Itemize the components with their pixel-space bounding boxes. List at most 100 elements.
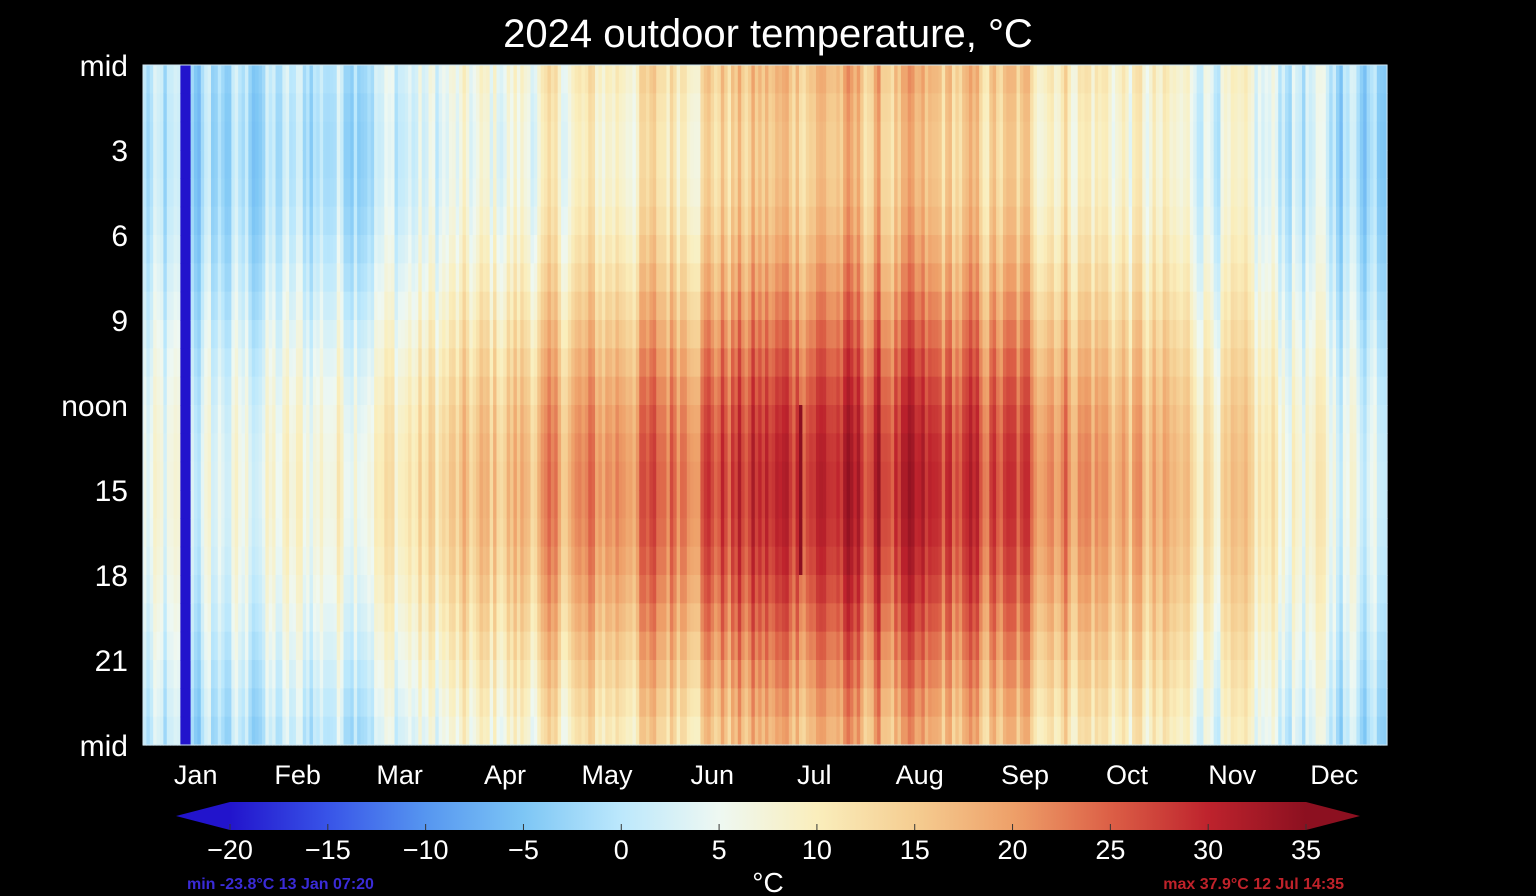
heatmap-cell — [329, 518, 334, 548]
heatmap-cell — [659, 546, 664, 576]
heatmap-cell — [812, 150, 817, 179]
heatmap-cell — [272, 320, 277, 349]
heatmap-cell — [792, 121, 797, 151]
heatmap-cell — [200, 490, 205, 519]
heatmap-cell — [445, 263, 450, 293]
heatmap-cell — [520, 518, 525, 548]
heatmap-cell — [795, 716, 800, 746]
heatmap-cell — [476, 320, 481, 349]
heatmap-cell — [255, 660, 260, 689]
heatmap-cell — [472, 320, 477, 349]
heatmap-cell — [761, 575, 766, 604]
heatmap-cell — [469, 150, 474, 179]
heatmap-cell — [445, 433, 450, 463]
heatmap-cell — [153, 93, 158, 123]
heatmap-cell — [550, 546, 555, 576]
heatmap-cell — [319, 263, 324, 293]
heatmap-cell — [815, 546, 820, 576]
heatmap-cell — [503, 490, 508, 519]
heatmap-cell — [340, 660, 345, 689]
heatmap-cell — [707, 546, 712, 576]
heatmap-cell — [832, 518, 837, 548]
heatmap-cell — [455, 291, 460, 321]
heatmap-cell — [210, 150, 215, 179]
heatmap-cell — [428, 518, 433, 548]
heatmap-cell — [418, 660, 423, 689]
heatmap-cell — [714, 65, 719, 94]
heatmap-cell — [584, 716, 589, 746]
heatmap-cell — [761, 206, 766, 236]
heatmap-cell — [183, 716, 188, 746]
heatmap-cell — [778, 490, 783, 519]
heatmap-cell — [435, 178, 440, 208]
heatmap-cell — [234, 348, 239, 378]
heatmap-cell — [255, 433, 260, 463]
heatmap-cell — [588, 206, 593, 236]
heatmap-cell — [839, 263, 844, 293]
heatmap-cell — [421, 433, 426, 463]
heatmap-cell — [445, 235, 450, 264]
heatmap-cell — [238, 93, 243, 123]
heatmap-cell — [693, 263, 698, 293]
heatmap-cell — [578, 546, 583, 576]
heatmap-cell — [608, 376, 613, 406]
heatmap-cell — [652, 518, 657, 548]
heatmap-cell — [309, 603, 314, 633]
heatmap-cell — [839, 376, 844, 406]
heatmap-cell — [275, 65, 280, 94]
heatmap-cell — [822, 65, 827, 94]
heatmap-cell — [418, 320, 423, 349]
heatmap-cell — [183, 376, 188, 406]
heatmap-cell — [248, 575, 253, 604]
heatmap-cell — [363, 688, 368, 718]
heatmap-cell — [751, 178, 756, 208]
heatmap-cell — [635, 291, 640, 321]
heatmap-cell — [143, 348, 147, 378]
heatmap-cell — [659, 518, 664, 548]
heatmap-cell — [754, 206, 759, 236]
heatmap-cell — [843, 150, 848, 179]
heatmap-cell — [224, 121, 229, 151]
heatmap-cell — [503, 263, 508, 293]
heatmap-cell — [547, 461, 552, 491]
heatmap-cell — [377, 121, 382, 151]
heatmap-cell — [404, 320, 409, 349]
heatmap-cell — [595, 603, 600, 633]
heatmap-cell — [846, 490, 851, 519]
heatmap-cell — [227, 660, 232, 689]
heatmap-cell — [261, 433, 266, 463]
heatmap-cell — [408, 178, 413, 208]
heatmap-cell — [394, 150, 399, 179]
heatmap-cell — [193, 320, 198, 349]
heatmap-cell — [156, 716, 161, 746]
heatmap-cell — [724, 631, 729, 661]
heatmap-cell — [625, 150, 630, 179]
heatmap-cell — [414, 121, 419, 151]
heatmap-cell — [550, 93, 555, 123]
heatmap-cell — [292, 405, 297, 434]
heatmap-cell — [822, 716, 827, 746]
heatmap-cell — [255, 405, 260, 434]
heatmap-cell — [741, 291, 746, 321]
heatmap-cell — [452, 546, 457, 576]
heatmap-cell — [707, 93, 712, 123]
heatmap-cell — [550, 603, 555, 633]
heatmap-cell — [261, 150, 266, 179]
heatmap-cell — [832, 433, 837, 463]
heatmap-cell — [659, 603, 664, 633]
heatmap-cell — [629, 405, 634, 434]
heatmap-cell — [346, 320, 351, 349]
heatmap-cell — [781, 461, 786, 491]
heatmap-cell — [431, 518, 436, 548]
heatmap-cell — [788, 291, 793, 321]
heatmap-cell — [472, 206, 477, 236]
heatmap-cell — [363, 65, 368, 94]
heatmap-cell — [146, 688, 151, 718]
heatmap-cell — [180, 688, 185, 718]
heatmap-cell — [533, 320, 538, 349]
heatmap-cell — [748, 575, 753, 604]
heatmap-cell — [802, 433, 807, 463]
heatmap-cell — [414, 575, 419, 604]
heatmap-cell — [183, 235, 188, 264]
heatmap-cell — [778, 235, 783, 264]
